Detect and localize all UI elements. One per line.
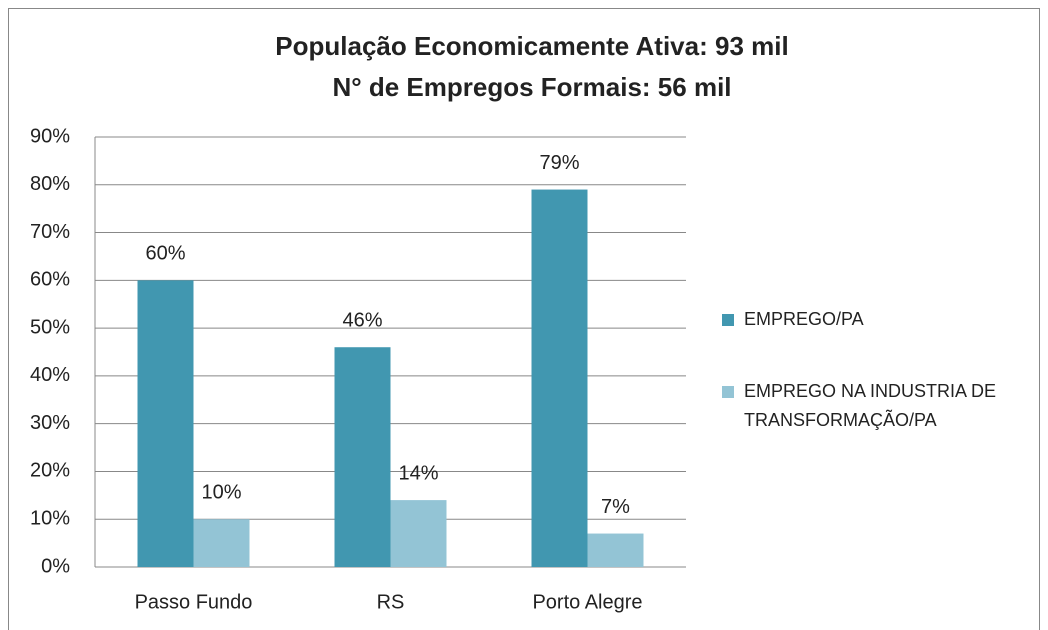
legend-swatch [722, 314, 734, 326]
legend-label: EMPREGO/PA [744, 309, 864, 329]
y-tick-label: 30% [30, 412, 70, 434]
data-label: 46% [342, 310, 382, 332]
bar [531, 189, 588, 568]
legend-label: EMPREGO NA INDUSTRIA DE TRANSFORMAÇÃO/PA [744, 381, 997, 430]
chart-title: N° de Empregos Formais: 56 mil [332, 72, 731, 102]
legend-item: EMPREGO NA INDUSTRIA DE TRANSFORMAÇÃO/PA [744, 381, 997, 430]
data-label: 79% [539, 152, 579, 174]
data-label: 7% [601, 496, 630, 518]
legend-swatch [722, 386, 734, 398]
y-tick-label: 70% [30, 221, 70, 243]
bar [587, 533, 644, 567]
chart-title: População Economicamente Ativa: 93 mil [275, 31, 788, 61]
x-tick-label: Porto Alegre [532, 591, 642, 613]
x-tick-label: RS [377, 591, 405, 613]
y-tick-label: 50% [30, 316, 70, 338]
y-tick-label: 10% [30, 508, 70, 530]
data-label: 10% [201, 482, 241, 504]
y-tick-label: 80% [30, 173, 70, 195]
bar [193, 519, 250, 567]
data-label: 60% [145, 243, 185, 265]
y-tick-label: 90% [30, 125, 70, 147]
bar [137, 280, 194, 567]
data-label: 14% [398, 462, 438, 484]
y-tick-label: 40% [30, 364, 70, 386]
bar [390, 500, 447, 567]
x-tick-label: Passo Fundo [135, 591, 253, 613]
y-tick-label: 0% [41, 555, 70, 577]
y-tick-label: 60% [30, 269, 70, 291]
y-tick-label: 20% [30, 460, 70, 482]
legend-item: EMPREGO/PA [744, 309, 864, 329]
bar [334, 347, 391, 567]
